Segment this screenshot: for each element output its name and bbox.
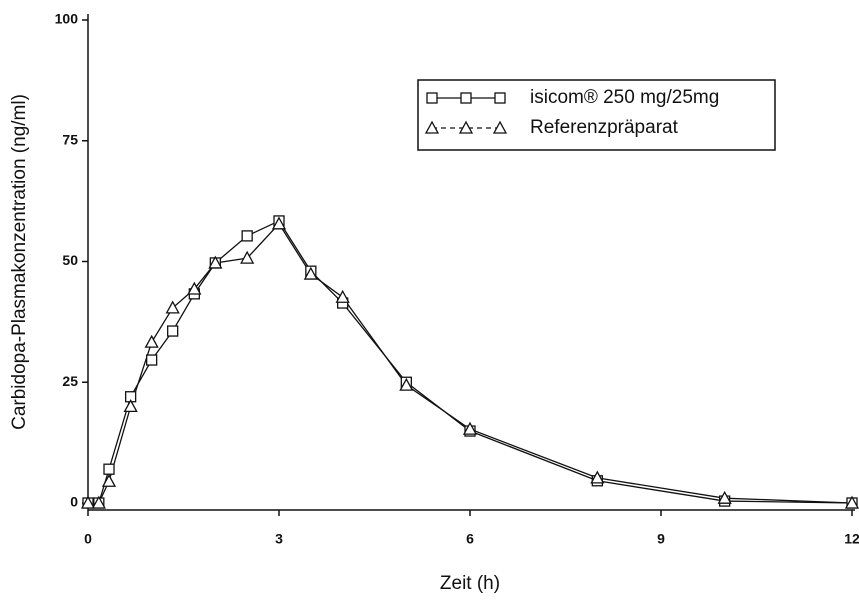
y-tick-label: 0 xyxy=(70,494,78,510)
y-tick-label: 25 xyxy=(62,373,78,389)
y-tick-label: 75 xyxy=(62,131,78,147)
triangle-marker xyxy=(240,250,255,264)
square-marker xyxy=(426,92,438,104)
x-tick-label: 12 xyxy=(844,531,859,547)
x-axis-label: Zeit (h) xyxy=(440,573,500,594)
triangle-marker xyxy=(399,377,414,391)
x-tick-label: 0 xyxy=(84,531,92,547)
triangle-marker xyxy=(717,490,732,504)
series-line xyxy=(88,222,853,504)
triangle-marker xyxy=(144,334,159,348)
series-line xyxy=(88,220,853,504)
triangle-marker xyxy=(590,470,605,484)
square-marker xyxy=(103,463,115,475)
x-tick-label: 3 xyxy=(275,531,283,547)
y-tick-label: 50 xyxy=(62,252,78,268)
triangle-marker xyxy=(303,266,318,280)
square-marker xyxy=(241,230,253,242)
triangle-marker xyxy=(101,473,117,487)
square-marker xyxy=(494,92,506,104)
y-tick-label: 100 xyxy=(55,11,79,27)
x-tick-label: 6 xyxy=(466,531,474,547)
legend-label: isicom® 250 mg/25mg xyxy=(530,87,719,108)
triangle-marker xyxy=(271,216,287,230)
triangle-marker xyxy=(187,281,202,295)
triangle-marker xyxy=(335,289,350,303)
triangle-marker xyxy=(208,255,223,269)
triangle-marker xyxy=(844,495,859,509)
square-marker xyxy=(146,354,158,366)
triangle-marker xyxy=(458,120,474,134)
square-marker xyxy=(167,325,179,337)
triangle-marker xyxy=(80,495,96,509)
triangle-marker xyxy=(123,399,138,413)
y-axis-label: Carbidopa-Plasmakonzentration (ng/ml) xyxy=(9,94,30,430)
triangle-marker xyxy=(462,421,478,435)
square-marker xyxy=(460,92,472,104)
legend-box xyxy=(417,79,776,151)
triangle-marker xyxy=(424,120,440,134)
x-tick-label: 9 xyxy=(657,531,665,547)
triangle-marker xyxy=(165,300,180,314)
triangle-marker xyxy=(91,495,106,509)
triangle-marker xyxy=(492,120,508,134)
legend-label: Referenzpräparat xyxy=(530,117,679,138)
